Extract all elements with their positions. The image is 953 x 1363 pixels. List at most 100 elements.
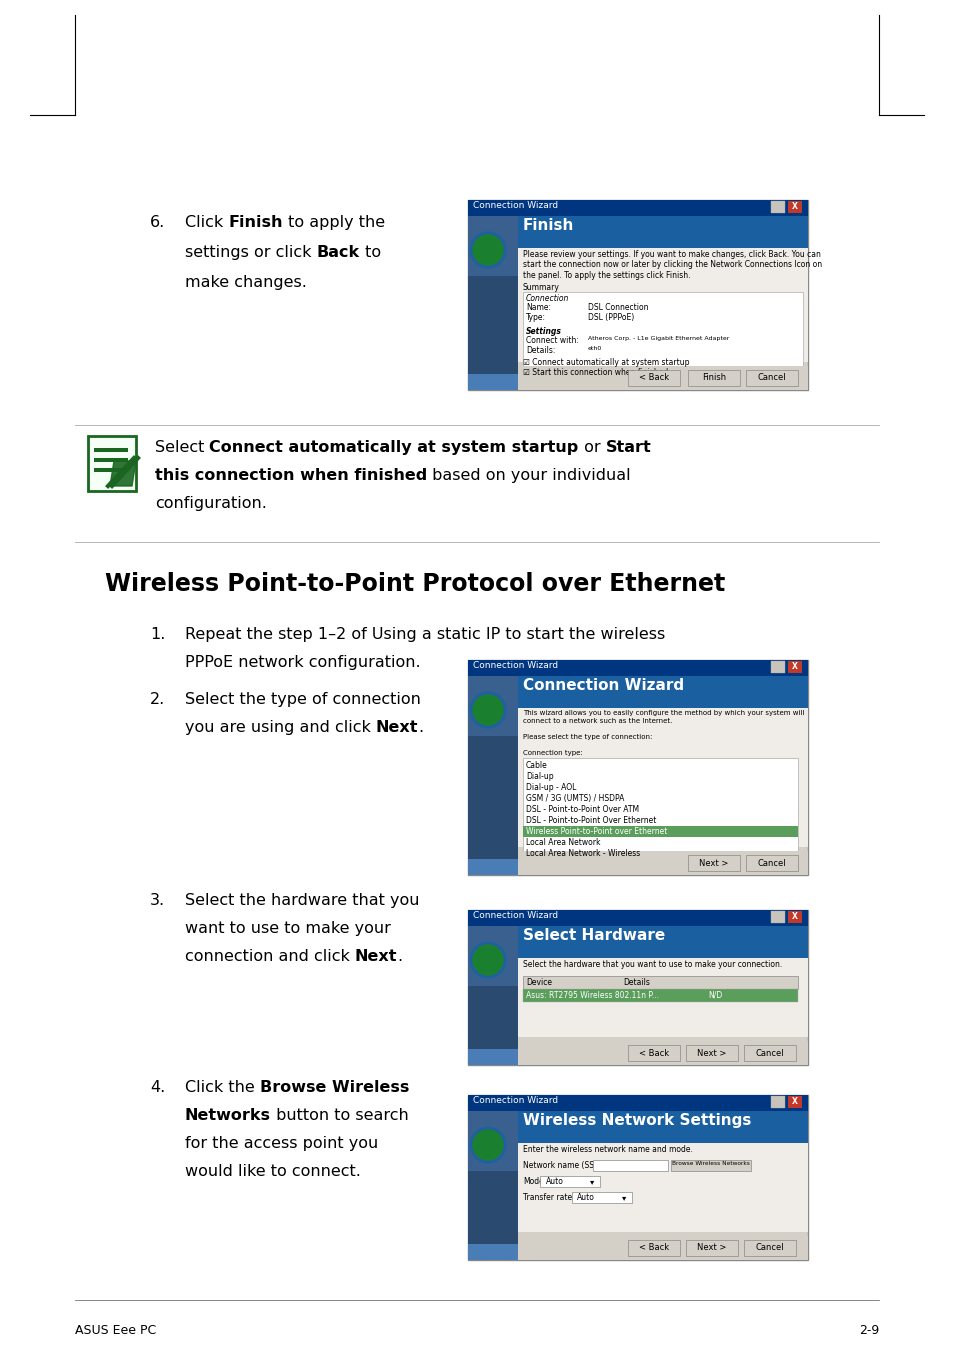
Text: < Back: < Back <box>639 1048 668 1058</box>
Text: This wizard allows you to easily configure the method by which your system will: This wizard allows you to easily configu… <box>522 710 803 716</box>
Text: Settings: Settings <box>525 327 561 337</box>
Bar <box>468 1171 517 1244</box>
Text: Select the hardware that you want to use to make your connection.: Select the hardware that you want to use… <box>522 960 781 969</box>
Bar <box>522 976 797 990</box>
Text: Asus: RT2795 Wireless 802.11n P...: Asus: RT2795 Wireless 802.11n P... <box>525 991 659 1000</box>
Text: settings or click: settings or click <box>185 245 316 260</box>
Text: 2-9: 2-9 <box>858 1323 878 1337</box>
Text: Click: Click <box>185 215 228 230</box>
Bar <box>743 1240 795 1255</box>
Text: Back: Back <box>316 245 359 260</box>
Text: Browse Wireless Networks: Browse Wireless Networks <box>671 1161 749 1165</box>
Text: Select the hardware that you: Select the hardware that you <box>185 893 419 908</box>
Bar <box>685 1240 738 1255</box>
Text: Select Hardware: Select Hardware <box>522 928 664 943</box>
Text: .: . <box>418 720 423 735</box>
Text: Next >: Next > <box>697 1243 726 1253</box>
Text: Wireless Point-to-Point Protocol over Ethernet: Wireless Point-to-Point Protocol over Et… <box>105 572 724 596</box>
Text: Transfer rate:: Transfer rate: <box>522 1193 574 1202</box>
Text: or: or <box>578 440 605 455</box>
Bar <box>627 369 679 386</box>
Bar <box>468 200 807 215</box>
Text: Device: Device <box>525 979 552 987</box>
Text: Connect automatically at system startup: Connect automatically at system startup <box>210 440 578 455</box>
Bar <box>787 1096 801 1108</box>
Bar <box>468 1094 807 1111</box>
Text: Dial-up: Dial-up <box>525 771 553 781</box>
Bar <box>687 369 740 386</box>
Text: would like to connect.: would like to connect. <box>185 1164 360 1179</box>
Text: Dial-up - AOL: Dial-up - AOL <box>525 782 576 792</box>
Text: .: . <box>397 949 402 964</box>
Bar <box>468 1111 517 1259</box>
Text: DSL - Point-to-Point Over Ethernet: DSL - Point-to-Point Over Ethernet <box>525 816 656 825</box>
Text: this connection when finished: this connection when finished <box>154 468 427 483</box>
Bar <box>517 925 807 958</box>
Circle shape <box>470 692 505 728</box>
Text: Start: Start <box>605 440 651 455</box>
Text: Connection Wizard: Connection Wizard <box>473 1096 558 1105</box>
Bar <box>522 826 797 837</box>
Bar <box>770 910 784 923</box>
Text: X: X <box>791 662 797 671</box>
Text: you are using and click: you are using and click <box>185 720 375 735</box>
Circle shape <box>470 1127 505 1163</box>
Bar <box>540 1176 599 1187</box>
Bar <box>468 910 807 925</box>
Bar <box>517 958 807 1037</box>
Bar <box>517 1236 807 1259</box>
Text: to apply the: to apply the <box>283 215 385 230</box>
Text: N/D: N/D <box>707 991 721 1000</box>
Text: Name:: Name: <box>525 303 551 312</box>
Text: Summary: Summary <box>522 284 559 292</box>
Bar <box>745 369 797 386</box>
Bar <box>468 1094 807 1259</box>
Bar <box>593 1160 667 1171</box>
Text: connect to a network such as the Internet.: connect to a network such as the Interne… <box>522 718 672 724</box>
Text: Next: Next <box>355 949 397 964</box>
Text: ☑ Start this connection when finished: ☑ Start this connection when finished <box>522 368 667 378</box>
Bar <box>468 660 807 676</box>
Circle shape <box>470 232 505 269</box>
Text: X: X <box>791 1097 797 1105</box>
Text: 3.: 3. <box>150 893 165 908</box>
Text: make changes.: make changes. <box>185 275 307 290</box>
Text: Click the: Click the <box>185 1079 259 1094</box>
Text: connection and click: connection and click <box>185 949 355 964</box>
Text: Connection Wizard: Connection Wizard <box>473 661 558 671</box>
Text: ASUS Eee PC: ASUS Eee PC <box>75 1323 156 1337</box>
Bar <box>468 985 517 1050</box>
Text: Next >: Next > <box>699 859 728 867</box>
Bar <box>770 200 784 213</box>
Bar <box>94 468 128 472</box>
Text: Cancel: Cancel <box>757 373 785 383</box>
Text: Enter the wireless network name and mode.: Enter the wireless network name and mode… <box>522 1145 692 1154</box>
Circle shape <box>473 234 502 264</box>
Polygon shape <box>110 461 136 487</box>
Text: 6.: 6. <box>150 215 165 230</box>
Text: Please select the type of connection:: Please select the type of connection: <box>522 735 652 740</box>
Text: Connection Wizard: Connection Wizard <box>473 910 558 920</box>
Circle shape <box>473 695 502 725</box>
Bar <box>743 1045 795 1060</box>
Text: Connection: Connection <box>525 294 569 303</box>
Text: Finish: Finish <box>522 218 574 233</box>
Bar <box>468 1111 517 1171</box>
Bar <box>517 248 807 363</box>
Text: Cable: Cable <box>525 761 547 770</box>
Bar <box>770 661 784 673</box>
Bar <box>88 436 136 491</box>
Text: PPPoE network configuration.: PPPoE network configuration. <box>185 656 420 671</box>
Text: Auto: Auto <box>545 1178 563 1186</box>
Bar <box>94 458 128 462</box>
Bar <box>517 851 807 875</box>
Text: Cancel: Cancel <box>757 859 785 867</box>
Bar <box>468 736 517 859</box>
Bar <box>572 1193 631 1204</box>
Text: Select the type of connection: Select the type of connection <box>185 692 420 707</box>
Text: DSL Connection: DSL Connection <box>587 303 648 312</box>
Text: Details: Details <box>622 979 649 987</box>
Text: want to use to make your: want to use to make your <box>185 921 391 936</box>
Text: for the access point you: for the access point you <box>185 1135 377 1150</box>
Circle shape <box>473 1130 502 1160</box>
